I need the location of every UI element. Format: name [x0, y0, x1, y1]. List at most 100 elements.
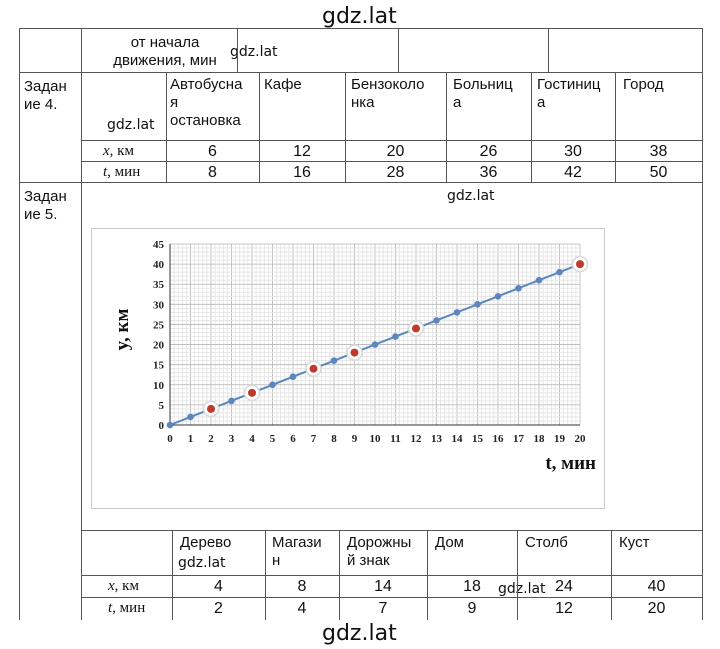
- data-point: [166, 421, 174, 429]
- task5-t-label: t, мин: [108, 600, 146, 616]
- x-tick-label: 5: [270, 433, 276, 445]
- x-tick-label: 3: [229, 433, 235, 445]
- task4-t-0: 8: [208, 164, 217, 181]
- task5-header-0: Дерево: [180, 534, 232, 551]
- task5-header-2: Дорожны й знак: [347, 534, 412, 569]
- x-tick-label: 17: [513, 433, 525, 445]
- task5-t-4: 12: [555, 600, 573, 617]
- x-tick-label: 13: [431, 433, 443, 445]
- data-point: [453, 309, 461, 316]
- task5-label: Задан ие 5.: [24, 188, 67, 223]
- x-tick-label: 0: [167, 433, 173, 445]
- task5-x-0: 4: [214, 578, 223, 595]
- task4-header-1: Кафе: [264, 76, 302, 93]
- task5-t-5: 20: [647, 600, 666, 617]
- task4-x-3: 26: [479, 143, 498, 160]
- y-tick-label: 35: [153, 279, 165, 291]
- task5-x-3: 18: [463, 578, 481, 595]
- data-point: [392, 333, 399, 340]
- task4-t-3: 36: [479, 164, 498, 181]
- data-point: [433, 317, 440, 324]
- x-tick-label: 16: [493, 433, 505, 445]
- x-tick-label: 19: [554, 433, 566, 445]
- task4-x-2: 20: [386, 143, 405, 160]
- task4-header-5: Город: [623, 76, 664, 93]
- y-tick-label: 25: [153, 319, 165, 331]
- task4-t-2: 28: [386, 164, 405, 181]
- task5-x-5: 40: [647, 578, 666, 595]
- watermark-6: gdz.lat: [498, 581, 546, 597]
- data-point: [556, 268, 563, 276]
- task4-header-4: Гостиниц а: [537, 76, 601, 111]
- data-point: [228, 397, 235, 405]
- highlight-point: [412, 324, 420, 333]
- x-tick-label: 2: [208, 433, 214, 445]
- watermark-1: gdz.lat: [230, 44, 278, 60]
- task5-x-1: 8: [297, 578, 307, 595]
- task4-t-1: 16: [293, 164, 311, 181]
- x-tick-label: 8: [331, 433, 337, 445]
- highlight-point: [207, 404, 215, 413]
- top-row-text: от начала движения, мин: [113, 34, 217, 69]
- task4-header-3: Больниц а: [453, 76, 513, 111]
- highlight-point: [576, 260, 584, 269]
- data-point: [474, 301, 481, 308]
- watermark-top: gdz.lat: [322, 4, 397, 29]
- x-tick-label: 9: [352, 433, 358, 445]
- distance-time-chart: 0 1 2 3 4 5 6 7 8 9 10 11 12 13 14 15 16 17 18 19 2005101520…: [112, 239, 596, 474]
- x-tick-label: 7: [311, 433, 317, 445]
- data-point: [269, 381, 276, 389]
- highlight-point: [350, 348, 359, 357]
- y-tick-label: 30: [153, 299, 165, 311]
- watermark-bottom: gdz.lat: [322, 621, 397, 646]
- data-point: [187, 413, 194, 421]
- x-tick-label: 18: [534, 433, 546, 445]
- task5-t-3: 9: [467, 600, 477, 617]
- x-tick-label: 11: [390, 433, 400, 445]
- task4-t-4: 42: [564, 164, 582, 181]
- task5-x-label: x, км: [108, 578, 139, 594]
- data-point: [371, 341, 379, 348]
- watermark-2: gdz.lat: [107, 117, 155, 133]
- data-point: [289, 373, 297, 381]
- x-tick-label: 4: [249, 433, 255, 445]
- x-tick-label: 14: [452, 433, 464, 445]
- x-tick-label: 1: [188, 433, 194, 445]
- task4-x-1: 12: [293, 143, 311, 160]
- watermark-3: gdz.lat: [447, 188, 495, 204]
- task5-header-1: Магази н: [272, 534, 322, 569]
- task4-header-2: Бензоколо нка: [351, 76, 425, 111]
- task5-header-5: Куст: [619, 534, 650, 551]
- x-axis-label: t, мин: [545, 453, 596, 474]
- y-tick-label: 10: [153, 380, 165, 392]
- task4-x-5: 38: [649, 143, 668, 160]
- y-tick-label: 15: [153, 360, 165, 372]
- y-tick-label: 20: [153, 340, 165, 352]
- highlight-point: [309, 364, 318, 373]
- task4-label: Задан ие 4.: [24, 78, 67, 113]
- watermark-5: gdz.lat: [178, 555, 226, 571]
- task5-t-2: 7: [378, 600, 388, 617]
- task5-t-0: 2: [214, 600, 223, 617]
- chart-frame: 0 1 2 3 4 5 6 7 8 9 10 11 12 13 14 15 16 17 18 19 20 0 5 10 15 20…: [91, 228, 605, 509]
- task4-x-label: x, км: [103, 143, 134, 159]
- x-tick-label: 12: [411, 433, 423, 445]
- y-tick-label: 5: [159, 400, 165, 412]
- x-tick-label: 15: [472, 433, 484, 445]
- data-point: [494, 292, 502, 300]
- task5-header-3: Дом: [435, 534, 464, 551]
- task5-x-4: 24: [555, 578, 573, 595]
- task4-x-4: 30: [564, 143, 582, 160]
- x-tick-label: 6: [290, 433, 296, 445]
- task4-t-label: t, мин: [103, 164, 141, 180]
- y-tick-label: 40: [153, 259, 165, 271]
- y-axis-label: y, км: [112, 309, 133, 351]
- task5-header-4: Столб: [525, 534, 568, 551]
- task5-x-2: 14: [374, 578, 392, 595]
- data-point: [515, 284, 522, 292]
- y-tick-label: 45: [153, 239, 165, 251]
- task4-t-5: 50: [649, 164, 668, 181]
- task5-t-1: 4: [297, 600, 307, 617]
- task4-x-0: 6: [208, 143, 217, 160]
- data-point: [535, 276, 543, 284]
